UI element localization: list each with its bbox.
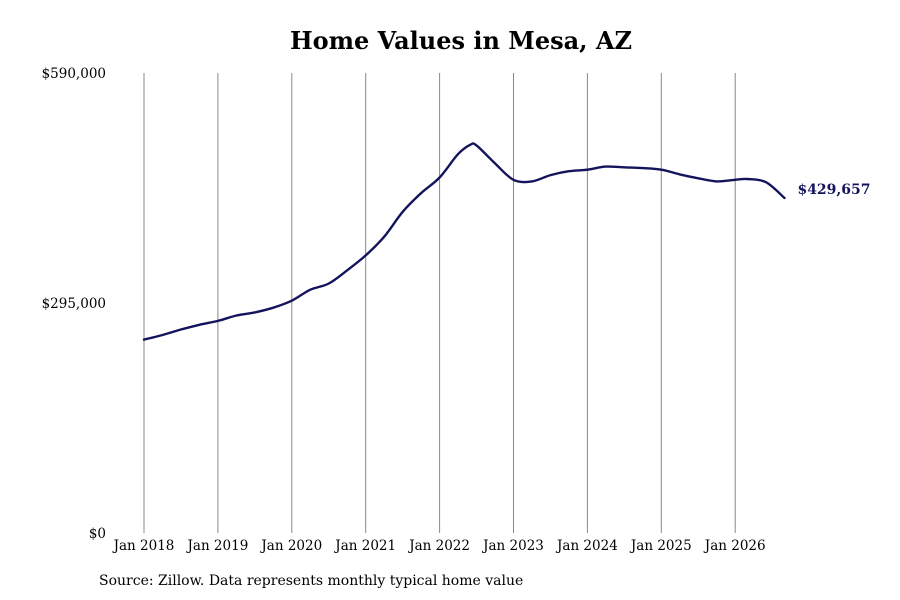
y-axis-ticks: $0 $295,000 $590,000	[42, 66, 106, 542]
x-tick-label: Jan 2020	[259, 538, 322, 554]
x-tick-label: Jan 2024	[555, 538, 618, 554]
chart-title: Home Values in Mesa, AZ	[289, 26, 633, 55]
grid-lines	[143, 73, 736, 533]
end-value-layer: $429,657	[797, 182, 870, 198]
y-tick-label: $295,000	[42, 296, 106, 312]
home-value-line	[142, 142, 786, 341]
y-tick-label: $590,000	[42, 66, 106, 82]
source-note: Source: Zillow. Data represents monthly …	[99, 573, 524, 589]
y-tick-label: $0	[89, 526, 106, 542]
x-tick-label: Jan 2026	[703, 538, 766, 554]
x-tick-label: Jan 2018	[112, 538, 175, 554]
x-tick-label: Jan 2019	[185, 538, 248, 554]
end-value-label: $429,657	[797, 182, 870, 198]
x-tick-label: Jan 2025	[629, 538, 692, 554]
x-tick-label: Jan 2023	[481, 538, 544, 554]
x-tick-label: Jan 2022	[407, 538, 470, 554]
x-tick-label: Jan 2021	[333, 538, 396, 554]
series-layer	[142, 142, 786, 341]
x-axis-ticks: Jan 2018 Jan 2019 Jan 2020 Jan 2021 Jan 2022…	[112, 538, 766, 554]
